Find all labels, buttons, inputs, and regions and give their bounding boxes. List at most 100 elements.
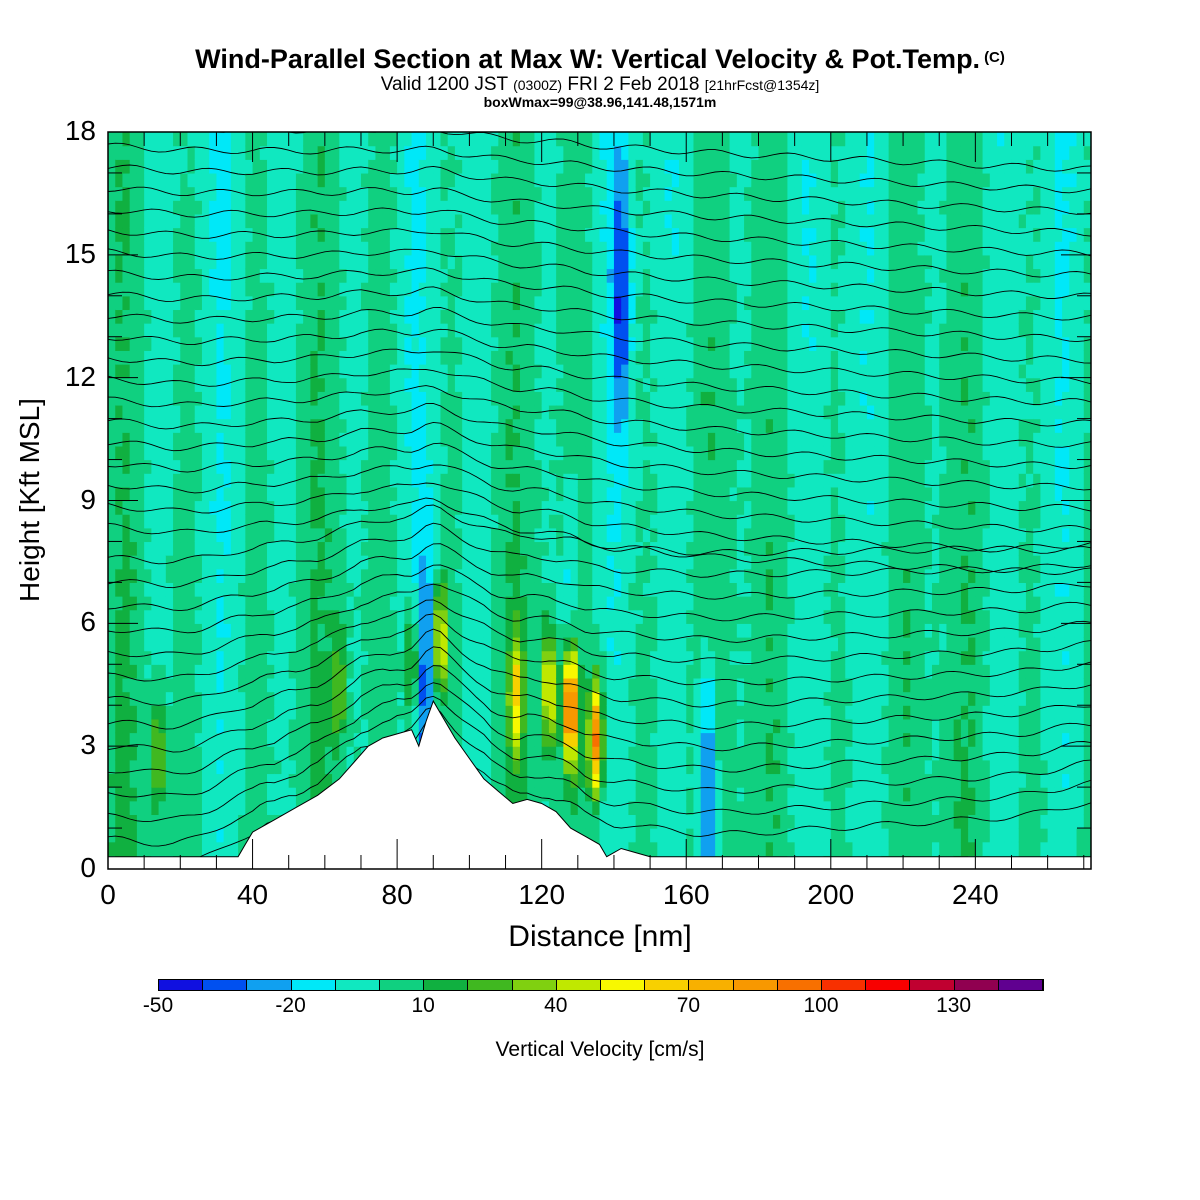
field-cell [151,636,160,652]
field-cell [534,732,543,747]
field-cell [382,295,391,311]
field-cell [483,336,492,351]
field-cell [115,568,124,583]
field-cell [209,514,218,529]
field-cell [700,800,709,816]
field-cell [679,787,687,802]
field-cell [418,473,427,488]
field-cell [527,213,536,229]
field-cell [512,200,521,215]
field-cell [628,145,637,160]
field-cell [483,623,492,638]
field-cell [592,404,601,420]
field-cell [295,609,304,624]
field-cell [201,227,210,242]
field-cell [158,323,167,338]
field-cell [613,828,622,843]
field-cell [613,705,622,720]
field-cell [353,473,362,488]
field-cell [440,514,449,529]
field-cell [548,254,557,270]
field-cell [209,268,218,283]
field-cell [519,732,528,747]
field-cell [548,691,557,706]
field-cell [165,309,174,324]
field-cell [389,636,398,652]
field-cell [230,445,239,461]
field-cell [339,241,348,256]
field-cell [440,241,449,256]
field-cell [216,718,225,734]
field-cell [136,705,145,720]
field-cell [382,186,391,201]
field-cell [180,473,189,488]
field-cell [108,787,116,802]
field-cell [483,377,492,392]
field-cell [592,227,601,242]
field-cell [671,227,680,242]
field-cell [201,473,210,488]
field-cell [570,268,579,283]
field-cell [411,705,420,720]
field-cell [389,691,398,706]
field-cell [324,568,333,583]
field-cell [505,268,514,283]
field-cell [722,514,731,529]
field-cell [411,623,420,638]
field-cell [700,227,709,242]
field-cell [657,186,666,201]
field-cell [310,705,319,720]
field-cell [216,200,225,215]
field-cell [295,636,304,652]
field-cell [722,200,731,215]
field-cell [353,445,362,461]
field-cell [556,172,564,188]
field-cell [230,254,239,270]
field-cell [201,732,210,747]
field-cell [505,718,514,734]
field-cell [368,541,377,556]
field-cell [281,541,290,556]
field-cell [440,596,449,611]
field-cell [469,336,478,351]
field-cell [635,323,644,338]
field-cell [317,459,326,474]
field-cell [151,828,160,843]
field-cell [577,241,586,256]
field-cell [722,691,731,706]
field-cell [498,459,507,474]
field-cell [187,555,196,570]
field-cell [462,172,470,188]
field-cell [223,650,232,665]
field-cell [122,514,131,529]
field-cell [144,200,152,215]
field-cell [151,677,160,693]
field-cell [122,418,131,433]
field-cell [288,486,297,502]
field-cell [541,200,550,215]
field-cell [548,282,557,297]
field-cell [151,391,160,406]
field-cell [628,691,637,706]
field-cell [751,418,760,433]
field-cell [613,145,622,160]
field-cell [440,404,449,420]
field-cell [274,691,283,706]
field-cell [707,623,716,638]
field-cell [187,500,196,515]
field-cell [613,718,622,734]
field-cell [288,295,297,311]
field-cell [621,609,630,624]
field-cell [295,186,304,201]
field-cell [360,527,369,543]
field-cell [700,377,709,392]
field-cell [628,800,637,816]
field-cell [548,664,557,679]
field-cell [274,718,283,734]
field-cell [129,636,138,652]
field-cell [223,718,232,734]
field-cell [201,718,210,734]
field-cell [144,268,152,283]
field-cell [310,486,319,502]
field-cell [585,145,593,160]
